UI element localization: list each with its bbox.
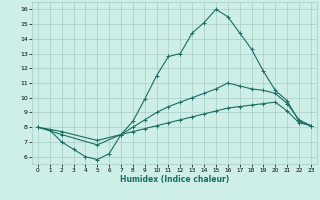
X-axis label: Humidex (Indice chaleur): Humidex (Indice chaleur) xyxy=(120,175,229,184)
